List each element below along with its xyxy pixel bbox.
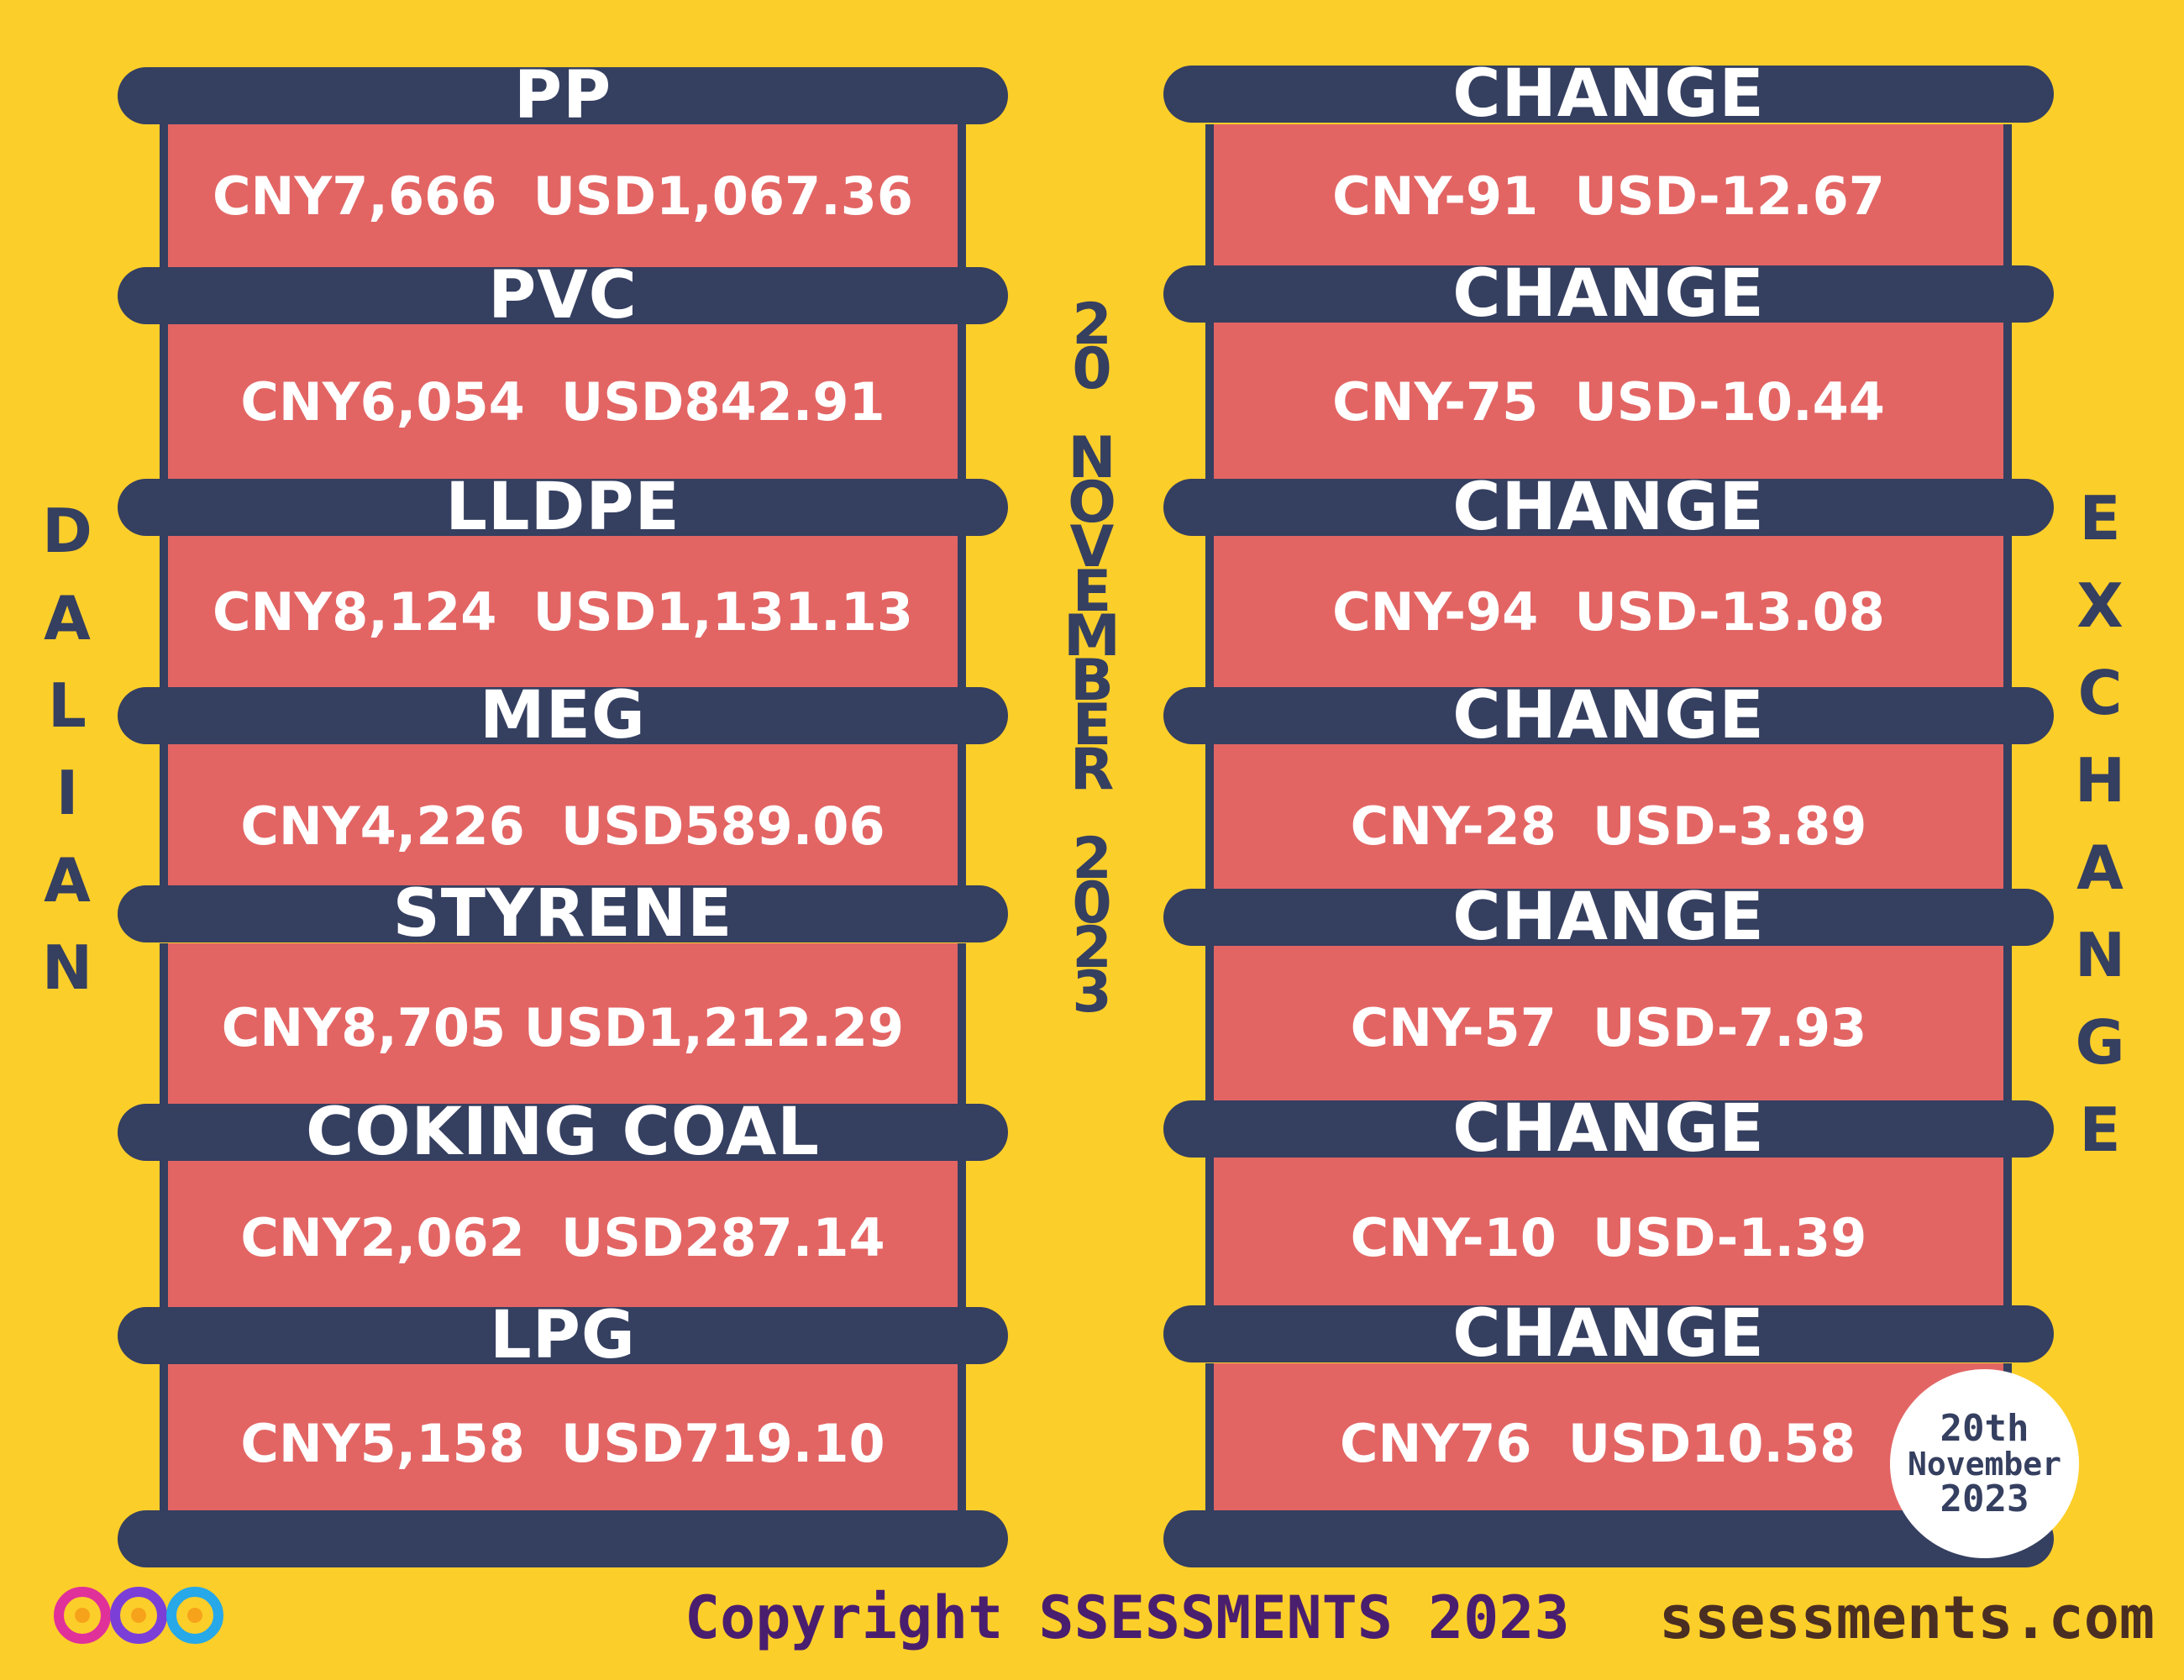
change-value: CNY-75 USD-10.44 xyxy=(1332,370,1885,433)
badge-month: November xyxy=(1907,1445,2062,1483)
date-char: 2 xyxy=(1072,915,1112,981)
side-letter: A xyxy=(44,583,91,654)
price-panel: CNY7,666 USD1,067.36 xyxy=(160,124,966,267)
brand-logo-icon xyxy=(50,1586,227,1648)
change-value: CNY-57 USD-7.93 xyxy=(1350,996,1867,1058)
price-panel: CNY2,062 USD287.14 xyxy=(160,1158,966,1317)
side-letter: H xyxy=(2074,745,2126,816)
side-letter: E xyxy=(2079,1095,2121,1165)
product-bar: MEG xyxy=(118,683,1008,748)
date-char: E xyxy=(1072,692,1112,759)
side-letter: I xyxy=(55,758,79,828)
price-panel: CNY6,054 USD842.91 xyxy=(160,322,966,481)
change-panel: CNY-94 USD-13.08 xyxy=(1205,536,2012,687)
price-value: CNY8,124 USD1,131.13 xyxy=(213,580,913,643)
copyright-text: Copyright SSESSMENTS 2023 xyxy=(685,1583,1570,1652)
change-bar: CHANGE xyxy=(1163,885,2054,950)
date-char: 2 xyxy=(1072,291,1112,358)
side-letter: C xyxy=(2077,658,2123,728)
price-value: CNY7,666 USD1,067.36 xyxy=(213,165,913,227)
product-bar: COKING COAL xyxy=(118,1100,1008,1165)
side-letter: A xyxy=(2076,832,2124,903)
change-value: CNY-91 USD-12.67 xyxy=(1332,165,1885,227)
date-char: B xyxy=(1070,648,1114,714)
side-letter: L xyxy=(48,670,87,741)
change-bar: CHANGE xyxy=(1163,1301,2054,1367)
change-panel: CNY76 USD10.58 xyxy=(1205,1363,2012,1523)
price-panel: CNY8,124 USD1,131.13 xyxy=(160,536,966,687)
change-panel: CNY-28 USD-3.89 xyxy=(1205,742,2012,910)
change-panel: CNY-75 USD-10.44 xyxy=(1205,322,2012,481)
side-label-exchange: E X C H A N G E xyxy=(2062,475,2138,1173)
price-panel: CNY4,226 USD589.06 xyxy=(160,742,966,910)
side-letter: G xyxy=(2075,1007,2125,1078)
product-bar: STYRENE xyxy=(118,881,1008,947)
change-bar: CHANGE xyxy=(1163,61,2054,127)
change-panel: CNY-10 USD-1.39 xyxy=(1205,1158,2012,1317)
product-bar: LLDPE xyxy=(118,475,1008,540)
base-bar xyxy=(1163,1510,2054,1567)
product-bar: LPG xyxy=(118,1303,1008,1368)
change-bar: CHANGE xyxy=(1163,475,2054,540)
date-char: 0 xyxy=(1072,336,1112,402)
date-char: R xyxy=(1069,737,1115,803)
date-badge: 20th November 2023 xyxy=(1890,1369,2079,1558)
change-panel: CNY-57 USD-7.93 xyxy=(1205,943,2012,1111)
change-value: CNY-10 USD-1.39 xyxy=(1350,1206,1867,1268)
price-value: CNY8,705 USD1,212.29 xyxy=(221,996,905,1058)
change-value: CNY76 USD10.58 xyxy=(1340,1412,1856,1474)
side-letter: A xyxy=(44,845,91,916)
price-value: CNY4,226 USD589.06 xyxy=(240,795,885,857)
date-char: N xyxy=(1068,425,1116,491)
change-value: CNY-94 USD-13.08 xyxy=(1332,580,1885,643)
date-char: 2 xyxy=(1072,826,1112,892)
center-date-label: 2 0 N O V E M B E R 2 0 2 3 xyxy=(1054,291,1130,1026)
change-bar: CHANGE xyxy=(1163,683,2054,748)
price-column: CNY7,666 USD1,067.36 CNY6,054 USD842.91 … xyxy=(118,63,1008,1567)
badge-day: 20th xyxy=(1940,1406,2029,1450)
change-bar: CHANGE xyxy=(1163,261,2054,327)
change-panel: CNY-91 USD-12.67 xyxy=(1205,124,2012,267)
change-column: CNY-91 USD-12.67 CNY-75 USD-10.44 CNY-94… xyxy=(1163,61,2054,1567)
date-char: 3 xyxy=(1072,959,1112,1026)
price-panel: CNY5,158 USD719.10 xyxy=(160,1363,966,1523)
change-value: CNY-28 USD-3.89 xyxy=(1350,795,1867,857)
side-letter: N xyxy=(41,932,93,1003)
date-char: M xyxy=(1063,603,1121,669)
price-panel: CNY8,705 USD1,212.29 xyxy=(160,943,966,1111)
product-bar: PVC xyxy=(118,263,1008,328)
date-char: V xyxy=(1069,514,1115,580)
date-char: 0 xyxy=(1072,870,1112,937)
date-char: E xyxy=(1072,559,1112,625)
product-bar: PP xyxy=(118,63,1008,129)
date-char: O xyxy=(1068,470,1116,536)
side-letter: E xyxy=(2079,483,2121,554)
side-letter: D xyxy=(42,496,92,566)
website-link[interactable]: ssessments.com xyxy=(1659,1583,2155,1652)
side-letter: N xyxy=(2074,920,2126,990)
change-bar: CHANGE xyxy=(1163,1096,2054,1162)
badge-year: 2023 xyxy=(1940,1477,2029,1520)
side-label-dalian: D A L I A N xyxy=(29,487,105,1011)
price-value: CNY5,158 USD719.10 xyxy=(240,1412,885,1474)
price-value: CNY2,062 USD287.14 xyxy=(240,1206,885,1268)
price-value: CNY6,054 USD842.91 xyxy=(240,370,885,433)
base-bar xyxy=(118,1510,1008,1567)
side-letter: X xyxy=(2076,570,2124,641)
